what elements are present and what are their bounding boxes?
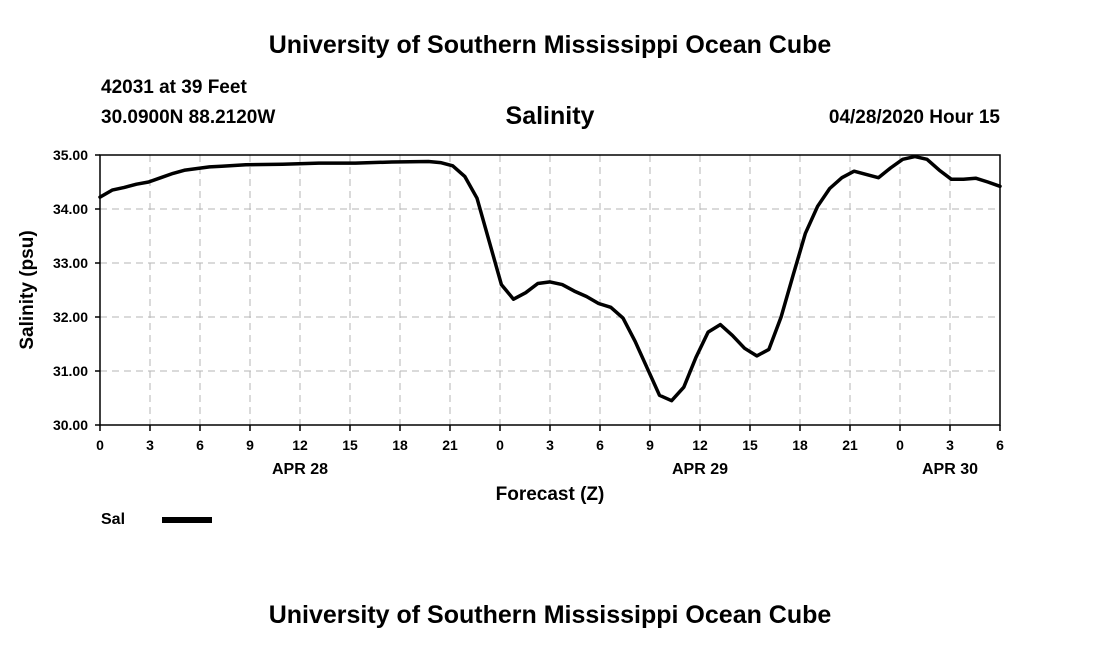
legend-label-sal: Sal — [101, 511, 126, 528]
date-label: APR 30 — [922, 461, 978, 478]
x-axis-label: Forecast (Z) — [496, 484, 605, 505]
x-tick-label: 6 — [596, 437, 604, 453]
y-tick-label: 33.00 — [53, 255, 88, 271]
station-coordinates: 30.0900N 88.2120W — [101, 107, 276, 128]
chart-series — [98, 154, 1002, 403]
x-tick-label: 12 — [692, 437, 708, 453]
x-tick-label: 3 — [546, 437, 554, 453]
x-tick-label: 12 — [292, 437, 308, 453]
x-tick-label: 18 — [792, 437, 808, 453]
x-tick-label: 9 — [246, 437, 254, 453]
y-tick-label: 32.00 — [53, 309, 88, 325]
x-tick-label: 3 — [946, 437, 954, 453]
chart-title: Salinity — [505, 102, 595, 130]
station-label: 42031 at 39 Feet — [101, 77, 247, 98]
chart-grid — [100, 155, 1000, 425]
y-tick-label: 30.00 — [53, 417, 88, 433]
date-label: APR 28 — [272, 461, 328, 478]
x-tick-label: 6 — [196, 437, 204, 453]
x-tick-label: 15 — [342, 437, 358, 453]
x-tick-label: 18 — [392, 437, 408, 453]
x-tick-label: 0 — [496, 437, 504, 453]
footer-title: University of Southern Mississippi Ocean… — [268, 601, 832, 629]
y-axis-label: Salinity (psu) — [17, 230, 38, 349]
forecast-datestamp: 04/28/2020 Hour 15 — [828, 107, 1000, 128]
x-tick-label: 0 — [896, 437, 904, 453]
chart-axes: 30.00 31.00 32.00 33.00 34.00 35.00 0 3 6 9 12 15 18… — [53, 147, 1004, 478]
page-title: University of Southern Mississippi Ocean… — [268, 31, 832, 59]
y-tick-label: 35.00 — [53, 147, 88, 163]
y-tick-label: 31.00 — [53, 363, 88, 379]
x-tick-label: 6 — [996, 437, 1004, 453]
x-tick-label: 15 — [742, 437, 758, 453]
x-tick-label: 21 — [442, 437, 458, 453]
x-tick-label: 21 — [842, 437, 858, 453]
x-tick-label: 3 — [146, 437, 154, 453]
series-line-sal — [98, 154, 1002, 403]
x-tick-label: 0 — [96, 437, 104, 453]
date-label: APR 29 — [672, 461, 728, 478]
x-tick-label: 9 — [646, 437, 654, 453]
y-tick-label: 34.00 — [53, 201, 88, 217]
